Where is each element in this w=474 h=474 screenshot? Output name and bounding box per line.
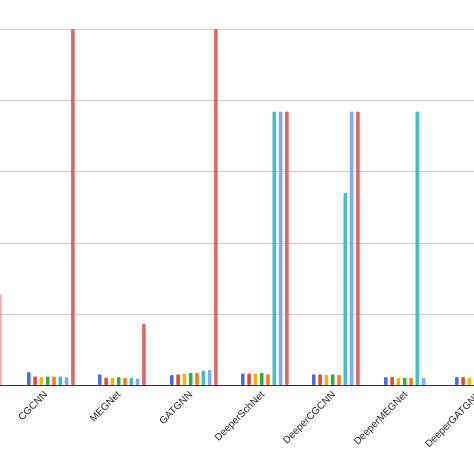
bar-deepermegnet-s0	[384, 377, 388, 385]
gridlines	[0, 29, 474, 315]
bar-cgcnn-s2	[39, 377, 44, 385]
bar-deeperschnet-s6	[278, 111, 283, 385]
bar-deepercgcnn-s2	[324, 375, 329, 385]
bar-cgcnn-s7	[71, 29, 75, 385]
bar-deeperschnet-s2	[253, 373, 258, 385]
bar-megnet-s1	[104, 377, 108, 385]
bar-gatgnn-s2	[182, 373, 187, 385]
bar-deepergatgnn-s1	[461, 377, 465, 385]
bar-deeperschnet-s4	[266, 374, 270, 385]
bar-megnet-s6	[135, 378, 140, 385]
bar-cgcnn-s1	[33, 376, 37, 385]
bar-cgcnn-s6	[64, 377, 69, 385]
bar-deepergatgnn-s0	[455, 377, 459, 385]
bar-deeperschnet-s0	[241, 373, 245, 385]
bar-deepergatgnn-s2	[467, 377, 472, 385]
bar-gatgnn-s5	[201, 370, 206, 385]
bar-megnet-s7	[142, 323, 146, 385]
bar-deepercgcnn-s4	[337, 375, 341, 385]
bar-gatgnn-s7	[214, 29, 218, 385]
bar-deepermegnet-s6	[421, 377, 426, 385]
bar-deepermegnet-s5	[415, 111, 420, 385]
x-tick-label-gatgnn: GATGNN	[158, 389, 196, 427]
bar-megnet-s2	[110, 377, 115, 385]
bar-gatgnn-s0	[170, 375, 174, 385]
bar-megnet-s5	[129, 377, 134, 385]
bar-deeperschnet-s1	[247, 373, 251, 385]
bar-gatgnn-s1	[176, 374, 180, 385]
bar-deepermegnet-s4	[409, 377, 413, 385]
x-tick-label-cgcnn: CGCNN	[16, 389, 50, 423]
x-tick-label-deepergatgnn: DeeperGATGNN	[423, 389, 474, 450]
bar-deepercgcnn-s5	[343, 192, 348, 385]
bar-gatgnn-s4	[195, 372, 199, 385]
bar-megnet-s0	[98, 374, 102, 385]
bar-deepercgcnn-s7	[356, 111, 360, 385]
bar-deeperschnet-s7	[285, 111, 289, 385]
x-tick-label-megnet: MEGNet	[88, 389, 123, 424]
bar-cgcnn-s5	[58, 376, 63, 385]
bar-cgcnn-s3	[45, 376, 50, 385]
x-tick-labels: CGCNN MEGNet GATGNN DeeperSchNet DeeperCGCNN…	[16, 389, 474, 450]
bar-deepercgcnn-s0	[312, 374, 316, 385]
x-tick-label-deeperschnet: DeeperSchNet	[213, 389, 267, 443]
bar-deepercgcnn-s3	[330, 374, 335, 385]
bar-deeperschnet-s5	[272, 111, 277, 385]
bar-deepercgcnn-s6	[349, 111, 354, 385]
bar-cgcnn-s0	[27, 372, 31, 385]
bar-gatgnn-s6	[207, 370, 212, 385]
bar-deepermegnet-s2	[396, 377, 401, 385]
bar-megnet-s4	[123, 377, 127, 385]
bars	[0, 29, 474, 385]
bar-deepercgcnn-s1	[318, 374, 322, 385]
bar-deepermegnet-s1	[390, 377, 394, 385]
bar-deepermegnet-s3	[402, 377, 407, 385]
bar-megnet-s3	[116, 377, 121, 385]
bar-gatgnn-s3	[188, 372, 193, 385]
bar-cgcnn-s4	[52, 376, 56, 385]
bar-partial-left	[0, 294, 2, 385]
x-tick-label-deepermegnet: DeeperMEGNet	[352, 389, 410, 447]
bar-deeperschnet-s3	[259, 372, 264, 385]
x-tick-label-deepercgcnn: DeeperCGCNN	[281, 389, 338, 446]
